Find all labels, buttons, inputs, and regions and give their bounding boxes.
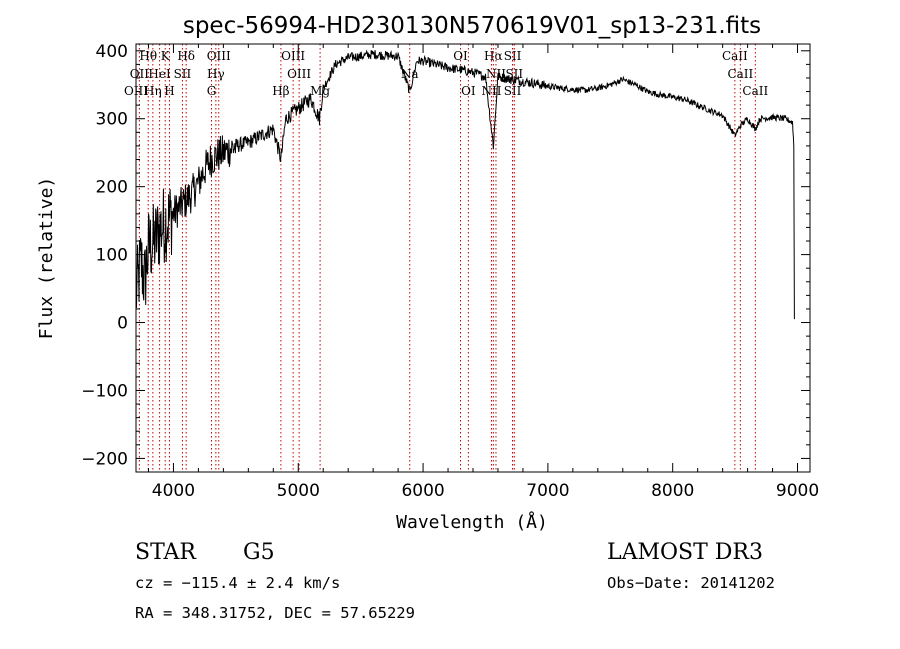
line-label-3: OIII bbox=[207, 49, 231, 63]
survey-name: LAMOST DR3 bbox=[607, 540, 763, 565]
line-label-14: Na bbox=[401, 67, 419, 81]
line-label-12: Hγ bbox=[207, 67, 225, 81]
x-tick-label-1: 5000 bbox=[277, 481, 320, 501]
line-label-4: OIII bbox=[281, 49, 305, 63]
y-tick-label-6: 400 bbox=[96, 42, 128, 62]
line-label-20: H bbox=[164, 84, 174, 98]
object-class: STAR bbox=[135, 540, 196, 565]
axis-ticks: 4000 5000 6000 7000 8000 9000 −200 −100 0 100 200 3… bbox=[81, 42, 819, 501]
x-tick-label-0: 4000 bbox=[152, 481, 195, 501]
line-label-23: Mg bbox=[310, 84, 330, 98]
x-axis-label: Wavelength (Å) bbox=[396, 511, 548, 533]
object-subclass: G5 bbox=[243, 540, 275, 565]
line-label-11: SII bbox=[174, 67, 192, 81]
redshift-cz: cz = −115.4 ± 2.4 km/s bbox=[135, 574, 341, 592]
line-label-2: Hδ bbox=[177, 49, 195, 63]
y-tick-label-0: −200 bbox=[81, 449, 128, 469]
y-tick-label-4: 200 bbox=[96, 178, 128, 198]
x-tick-label-3: 7000 bbox=[526, 481, 569, 501]
line-label-24: OI bbox=[461, 84, 476, 98]
line-label-10: HeI bbox=[148, 67, 171, 81]
coordinates: RA = 348.31752, DEC = 57.65229 bbox=[135, 604, 415, 622]
line-label-22: Hβ bbox=[272, 84, 289, 98]
line-label-26: SII bbox=[504, 84, 522, 98]
line-label-21: G bbox=[207, 84, 217, 98]
spectrum-line bbox=[135, 49, 795, 320]
line-label-1: K bbox=[161, 49, 171, 63]
x-tick-label-2: 6000 bbox=[401, 481, 444, 501]
x-tick-label-4: 8000 bbox=[651, 481, 694, 501]
y-tick-label-5: 300 bbox=[96, 110, 128, 130]
line-label-13: OIII bbox=[287, 67, 311, 81]
x-tick-label-5: 9000 bbox=[776, 481, 819, 501]
y-tick-label-1: −100 bbox=[81, 381, 128, 401]
line-label-9: OII bbox=[130, 67, 150, 81]
plot-frame bbox=[135, 43, 811, 473]
observation-date: Obs−Date: 20141202 bbox=[607, 574, 775, 592]
line-label-25: NII bbox=[481, 84, 501, 98]
chart-title: spec-56994-HD230130N570619V01_sp13-231.f… bbox=[183, 13, 761, 39]
line-label-27: CaII bbox=[742, 84, 768, 98]
y-tick-label-3: 100 bbox=[96, 246, 128, 266]
line-label-19: Hη bbox=[144, 84, 162, 98]
line-label-6: Hα bbox=[484, 49, 503, 63]
y-axis-label: Flux (relative) bbox=[36, 177, 57, 340]
line-label-17: CaII bbox=[727, 67, 753, 81]
y-tick-label-2: 0 bbox=[117, 314, 128, 334]
line-label-5: OI bbox=[453, 49, 468, 63]
line-label-8: CaII bbox=[722, 49, 748, 63]
